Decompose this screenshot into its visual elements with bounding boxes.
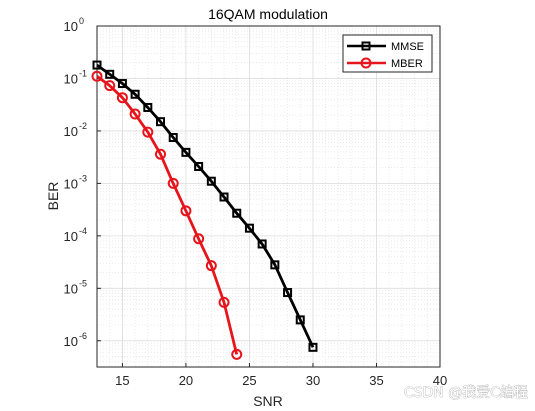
data-point-mber (142, 126, 154, 138)
data-point-mmse (244, 223, 254, 233)
legend: MMSE MBER (342, 34, 433, 73)
legend-mmse-label: MMSE (391, 41, 424, 53)
y-tick-exponent: -4 (79, 226, 87, 236)
data-point-mmse (219, 192, 229, 202)
plot-background (97, 26, 440, 367)
data-point-mmse (105, 69, 115, 79)
y-tick-exponent: -2 (79, 121, 87, 131)
data-point-mmse (283, 288, 293, 298)
watermark: CSDN @我爱C编程 (404, 385, 528, 401)
x-tick-label: 25 (242, 373, 256, 388)
data-point-mber (91, 70, 103, 82)
data-point-mmse (295, 315, 305, 325)
y-tick-label: 10 (64, 124, 78, 139)
minor-grid (96, 26, 440, 367)
y-tick-label: 10 (64, 281, 78, 296)
legend-mber-marker (360, 57, 372, 69)
series-line-mber (96, 75, 239, 355)
y-tick-exponent: -6 (79, 331, 87, 341)
data-point-mmse (270, 260, 280, 270)
y-tick-label: 10 (64, 176, 78, 191)
data-point-mmse (168, 132, 178, 142)
data-point-mmse (156, 117, 166, 127)
x-axis-title: SNR (253, 393, 283, 409)
data-point-mmse (130, 89, 140, 99)
y-tick-label: 10 (64, 19, 78, 34)
chart-title: 16QAM modulation (208, 6, 328, 22)
data-point-mmse (194, 161, 204, 171)
y-tick-label: 10 (64, 229, 78, 244)
x-tick-label: 35 (369, 373, 383, 388)
legend-mmse-marker (361, 41, 371, 51)
data-point-mber (231, 348, 243, 360)
data-point-mber (193, 233, 205, 245)
data-point-mmse (232, 208, 242, 218)
data-point-mber (180, 205, 192, 217)
data-point-mmse (206, 176, 216, 186)
legend-box (342, 34, 433, 73)
y-tick-exponent: 0 (79, 16, 84, 26)
series-layer (91, 60, 318, 360)
x-tick-label: 40 (433, 373, 447, 388)
x-tick-label: 15 (115, 373, 129, 388)
data-point-mber (167, 177, 179, 189)
data-point-mmse (308, 342, 318, 352)
data-point-mber (205, 260, 217, 272)
y-tick-exponent: -3 (79, 173, 87, 183)
data-point-mmse (92, 60, 102, 70)
y-tick-exponent: -1 (79, 68, 87, 78)
data-point-mber (129, 108, 141, 120)
data-point-mmse (257, 239, 267, 249)
data-point-mber (218, 296, 230, 308)
series-line-mmse (96, 63, 315, 348)
x-tick-label: 20 (179, 373, 193, 388)
data-point-mber (104, 80, 116, 92)
legend-mber-label: MBER (391, 58, 423, 70)
x-tick-label: 30 (306, 373, 320, 388)
y-tick-label: 10 (64, 334, 78, 349)
data-point-mber (155, 148, 167, 160)
data-point-mber (116, 92, 128, 104)
y-tick-exponent: -5 (79, 278, 87, 288)
data-point-mmse (117, 79, 127, 89)
x-tick-labels: 15 20 25 30 35 40 (115, 373, 447, 388)
data-point-mmse (143, 102, 153, 112)
plot-frame (96, 25, 441, 368)
data-point-mmse (181, 147, 191, 157)
y-tick-label: 10 (64, 71, 78, 86)
y-axis-title: BER (45, 182, 61, 211)
